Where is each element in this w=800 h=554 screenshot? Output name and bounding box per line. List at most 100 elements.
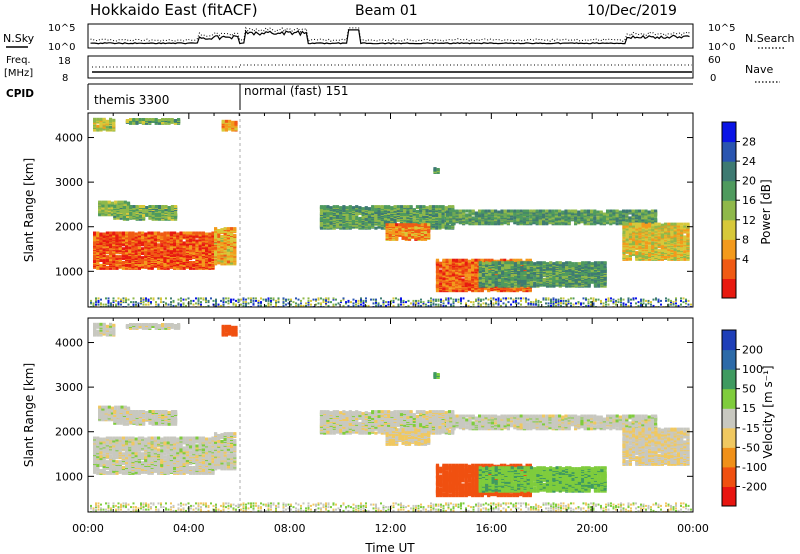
power-cell [542, 217, 546, 221]
power-cell [431, 224, 436, 228]
power-cell [217, 234, 221, 238]
power-cell [163, 265, 167, 269]
power-cell [151, 118, 155, 121]
power-cell [141, 247, 145, 251]
power-cell [192, 240, 196, 244]
power-cell [435, 289, 440, 293]
power-cell [93, 119, 97, 123]
power-cell [387, 220, 391, 224]
power-cell [597, 271, 601, 274]
power-cell [596, 210, 600, 214]
power-cell [319, 212, 324, 215]
power-cell [374, 215, 378, 218]
power-cell [141, 231, 145, 235]
power-cell [425, 208, 429, 212]
power-cell [185, 245, 189, 249]
power-cell [409, 208, 413, 212]
power-cell [228, 124, 232, 128]
power-cell [387, 212, 391, 215]
power-cell [507, 271, 511, 274]
power-cell [597, 275, 601, 279]
power-cell [214, 253, 218, 257]
power-cell [461, 265, 465, 269]
power-cell [451, 264, 456, 268]
power-cell [423, 223, 428, 227]
power-cell [435, 226, 439, 230]
power-cell [112, 243, 116, 247]
power-cell [115, 266, 119, 270]
power-cell [192, 252, 196, 256]
power-cell [105, 119, 109, 123]
power-cell [157, 119, 161, 122]
power-cell [173, 248, 177, 252]
power-cell [96, 238, 100, 242]
power-cell [497, 275, 502, 279]
power-cell [458, 264, 462, 268]
power-cell [201, 249, 205, 253]
power-cell [110, 201, 115, 205]
power-cell [119, 208, 123, 211]
power-cell [137, 266, 141, 270]
power-cell [568, 261, 572, 265]
power-cell [118, 240, 122, 244]
power-cell [529, 275, 534, 279]
power-cell [109, 266, 113, 270]
power-cell [145, 211, 149, 215]
power-cell [109, 231, 113, 235]
power-cell [439, 269, 443, 273]
power-cell [520, 261, 524, 265]
power-cell [477, 289, 481, 293]
power-cell [107, 206, 111, 210]
power-cell [468, 209, 472, 213]
power-cell [393, 205, 397, 209]
power-cell [404, 232, 408, 235]
power-cell [223, 260, 227, 264]
power-cell [101, 204, 105, 208]
power-cell [182, 251, 186, 255]
power-cell [118, 264, 122, 268]
power-cell [151, 213, 155, 217]
power-cell [445, 278, 449, 282]
power-cell [465, 216, 469, 220]
power-cell [217, 244, 221, 248]
power-cell [404, 235, 408, 239]
power-cell [170, 208, 174, 211]
power-cell [335, 221, 340, 225]
power-cell [523, 278, 527, 282]
power-cell [198, 247, 202, 251]
power-cell [342, 213, 346, 216]
power-cell [445, 280, 449, 284]
power-cell [160, 250, 164, 254]
power-cell [342, 223, 346, 227]
power-cell [179, 251, 183, 255]
power-cell [538, 209, 542, 213]
power-cell [431, 212, 436, 215]
power-cell [600, 271, 604, 275]
power-cell [345, 224, 349, 228]
power-cell [425, 206, 429, 210]
power-cell [388, 223, 392, 227]
power-cell [461, 262, 465, 266]
power-cell [217, 236, 221, 240]
power-cell [105, 250, 109, 254]
power-cell [396, 205, 400, 209]
power-cell [233, 248, 237, 252]
power-cell [173, 262, 177, 265]
power-cell [201, 256, 205, 260]
power-cell [603, 265, 607, 269]
power-cell [96, 255, 100, 259]
power-cell [391, 223, 396, 227]
power-cell [345, 221, 349, 225]
power-cell [412, 218, 416, 222]
power-cell [445, 258, 449, 262]
power-cell [596, 216, 600, 220]
power-cell [542, 280, 546, 284]
power-cell [221, 124, 225, 128]
power-cell [504, 261, 508, 265]
power-cell [116, 215, 120, 219]
power-cell [192, 242, 196, 246]
power-cell [455, 281, 459, 285]
power-cell [141, 120, 145, 123]
power-cell [526, 261, 530, 265]
